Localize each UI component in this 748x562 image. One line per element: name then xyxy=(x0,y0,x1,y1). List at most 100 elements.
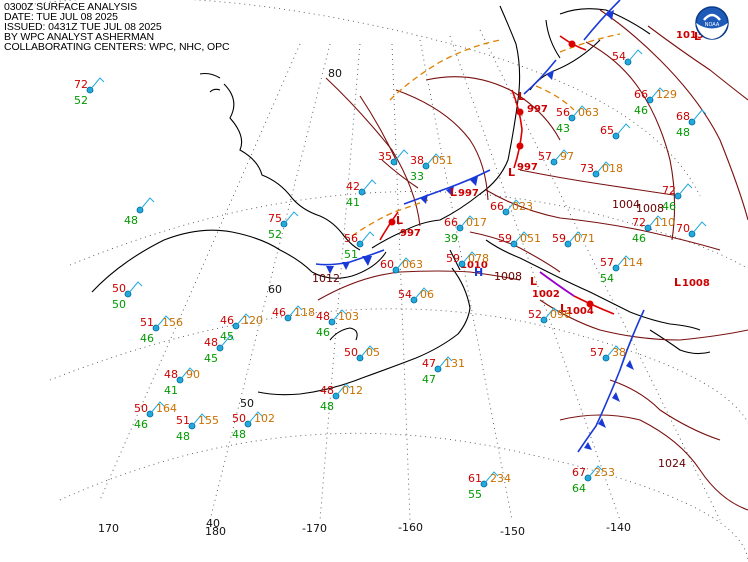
station-pressure: 018 xyxy=(602,162,623,175)
station-plot: 54 xyxy=(612,49,643,66)
station-dewpoint: 50 xyxy=(112,298,126,311)
station-pressure: 253 xyxy=(594,466,615,479)
station-dewpoint: 46 xyxy=(634,104,648,117)
station-pressure: 38 xyxy=(612,346,626,359)
station-plot: 48 46 103 xyxy=(316,309,359,339)
station-temperature: 50 xyxy=(232,412,246,425)
station-plot: 59 051 xyxy=(498,231,541,248)
wind-barb xyxy=(587,465,603,479)
station-pressure: 234 xyxy=(490,472,511,485)
wind-barb xyxy=(179,367,195,381)
station-temperature: 52 xyxy=(528,308,542,321)
station-plot: 51 46 156 xyxy=(140,315,183,345)
station-plot: 67 64 253 xyxy=(572,465,615,495)
station-pressure: 156 xyxy=(162,316,183,329)
station-temperature: 46 xyxy=(220,314,234,327)
low-center: L xyxy=(530,275,537,288)
station-plot: 61 55 234 xyxy=(468,471,511,501)
wind-barb xyxy=(335,383,351,397)
wind-barb xyxy=(89,77,105,91)
station-plot: 50 46 164 xyxy=(134,401,177,431)
isobar-label: 1008 xyxy=(494,270,522,283)
station-temperature: 61 xyxy=(468,472,482,485)
analysis-title: 0300Z SURFACE ANALYSIS xyxy=(4,1,137,13)
station-temperature: 54 xyxy=(398,288,412,301)
troughs xyxy=(351,33,621,237)
low-center-value: 1013 xyxy=(676,30,704,41)
station-plot: 46 45 120 xyxy=(220,313,263,343)
station-temperature: 60 xyxy=(380,258,394,271)
station-temperature: 50 xyxy=(134,402,148,415)
low-center: L xyxy=(508,166,515,179)
low-center-value: 1004 xyxy=(566,306,594,317)
station-temperature: 51 xyxy=(176,414,190,427)
station-temperature: 73 xyxy=(580,162,594,175)
isobars xyxy=(317,9,748,511)
wind-barb xyxy=(513,231,529,245)
low-center-value: 1002 xyxy=(532,289,560,300)
station-temperature: 56 xyxy=(344,232,358,245)
station-pressure: 97 xyxy=(560,150,574,163)
station-dewpoint: 45 xyxy=(220,330,234,343)
wind-barb xyxy=(461,251,477,265)
station-temperature: 48 xyxy=(164,368,178,381)
station-temperature: 72 xyxy=(662,184,676,197)
station-temperature: 67 xyxy=(572,466,586,479)
isobar-label: 1008 xyxy=(636,202,664,215)
graticule xyxy=(19,0,748,561)
station-pressure: 110 xyxy=(654,216,675,229)
station-plot: 59 078 xyxy=(446,251,489,268)
station-plot: 57 97 xyxy=(538,149,574,166)
station-temperature: 70 xyxy=(676,222,690,235)
station-pressure: 096 xyxy=(550,308,571,321)
warm-front-bumps xyxy=(388,40,594,308)
low-center: L xyxy=(450,186,457,199)
station-temperature: 50 xyxy=(112,282,126,295)
station-temperature: 46 xyxy=(272,306,286,319)
station-temperature: 57 xyxy=(590,346,604,359)
station-dewpoint: 46 xyxy=(140,332,154,345)
wind-barb xyxy=(393,149,409,163)
station-plot: 59 071 xyxy=(552,231,595,248)
wind-barb xyxy=(595,161,611,175)
lat-labels: 80 60 50 40 xyxy=(206,67,342,530)
station-dewpoint: 52 xyxy=(268,228,282,241)
wind-barb xyxy=(359,345,375,359)
station-pressure: 102 xyxy=(254,412,275,425)
station-temperature: 68 xyxy=(676,110,690,123)
station-pressure: 012 xyxy=(342,384,363,397)
station-dewpoint: 45 xyxy=(204,352,218,365)
station-pressure: 063 xyxy=(578,106,599,119)
station-plot: 66 46 129 xyxy=(634,87,677,117)
wind-barb xyxy=(437,356,453,370)
station-plot: 66 39 017 xyxy=(444,215,487,245)
wind-barb xyxy=(691,109,707,123)
station-plot: 57 38 xyxy=(590,345,626,362)
wind-barb xyxy=(331,309,347,323)
wind-barb xyxy=(283,211,299,225)
station-temperature: 66 xyxy=(490,200,504,213)
station-dewpoint: 48 xyxy=(320,400,334,413)
station-pressure: 063 xyxy=(402,258,423,271)
wind-barb xyxy=(359,231,375,245)
high-center-value: 1010 xyxy=(460,260,488,271)
station-temperature: 47 xyxy=(422,357,436,370)
low-center: L xyxy=(396,214,403,227)
station-temperature: 48 xyxy=(316,310,330,323)
station-pressure: 051 xyxy=(432,154,453,167)
wind-barb xyxy=(361,179,377,193)
lon-label: 180 xyxy=(205,525,226,538)
noaa-logo-label: NOAA xyxy=(705,22,720,28)
station-pressure: 120 xyxy=(242,314,263,327)
station-dewpoint: 46 xyxy=(316,326,330,339)
station-dewpoint: 33 xyxy=(410,170,424,183)
station-plot: 54 06 xyxy=(398,287,434,304)
station-temperature: 66 xyxy=(444,216,458,229)
station-temperature: 51 xyxy=(140,316,154,329)
wind-barb xyxy=(139,197,155,211)
wind-barb xyxy=(459,215,475,229)
